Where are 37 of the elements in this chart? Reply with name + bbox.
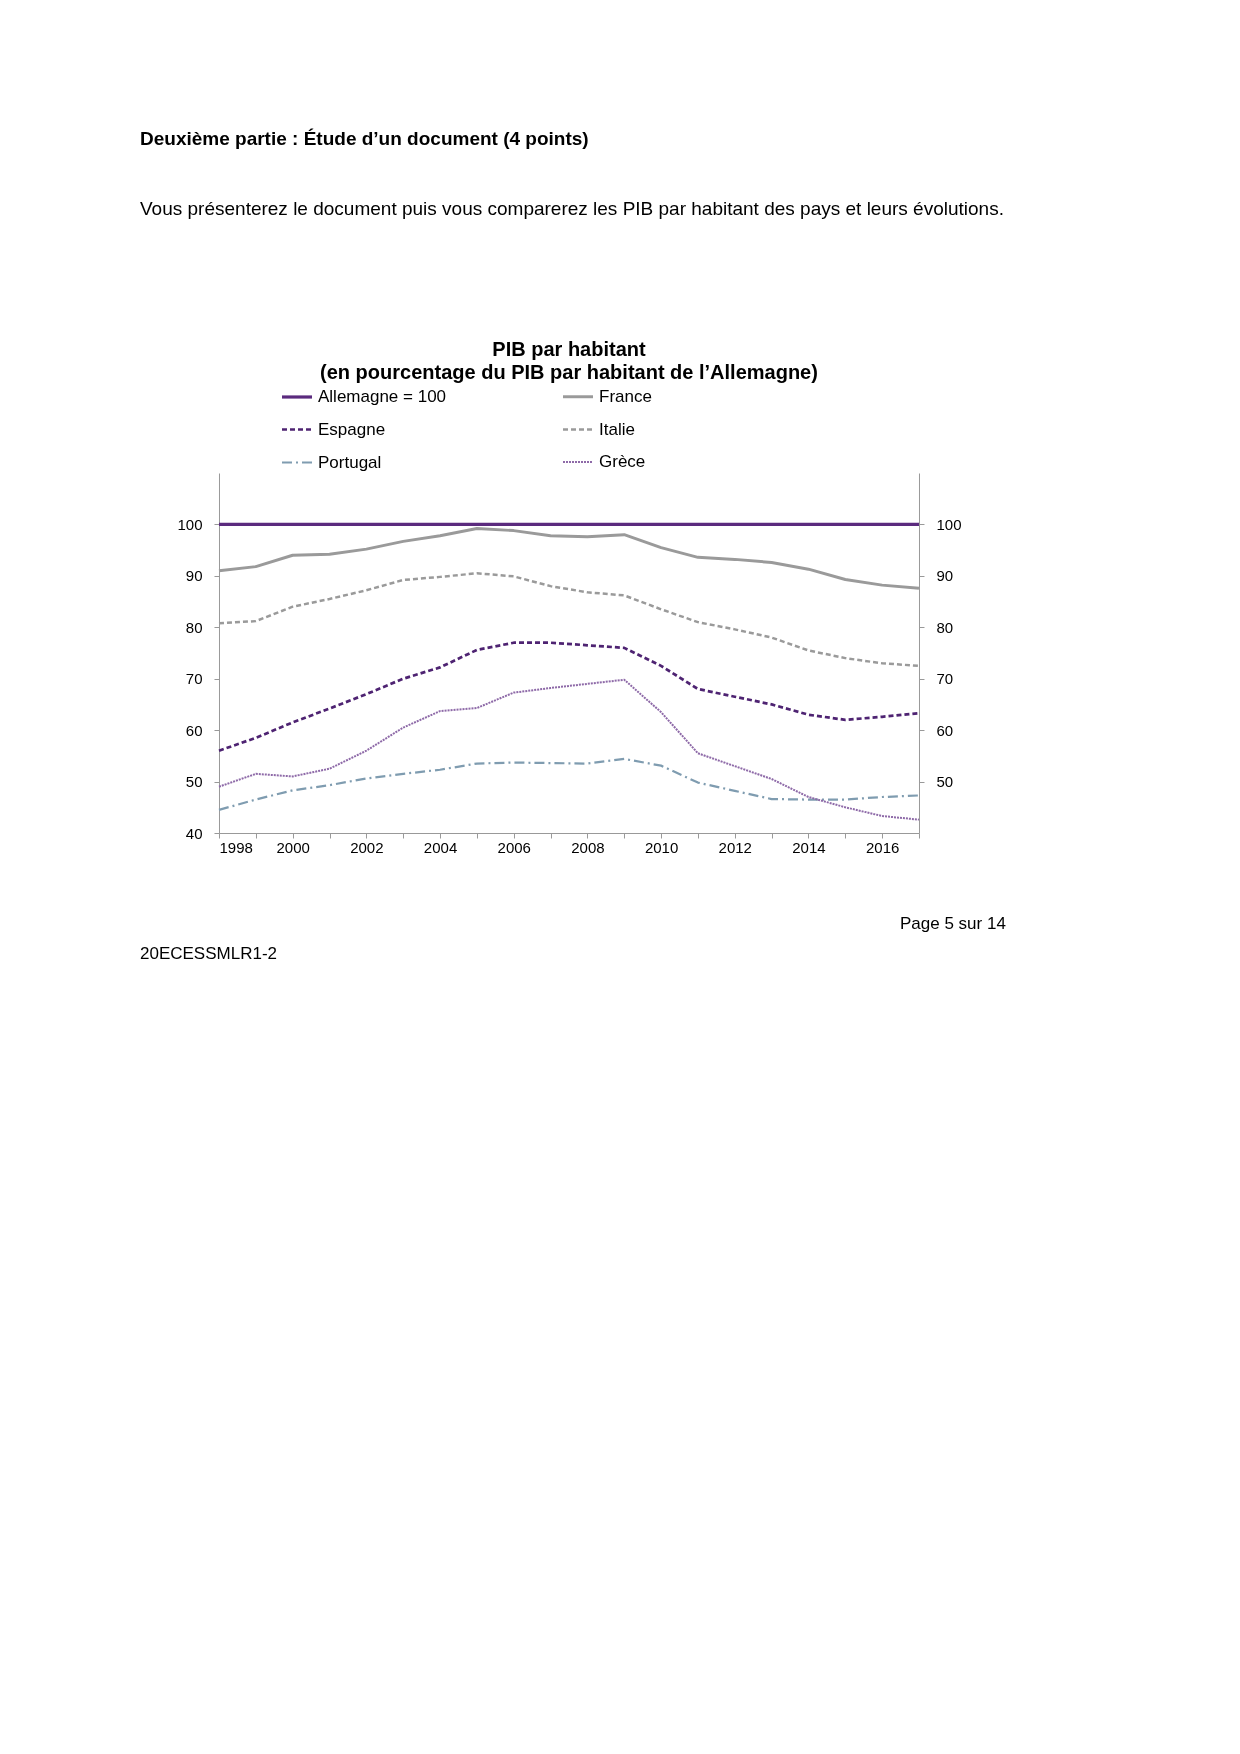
- x-tick-label: 2002: [350, 838, 384, 856]
- x-tick-label: 2000: [276, 838, 310, 856]
- y2-tick-label: 90: [936, 567, 954, 585]
- y-tick-label: 40: [185, 824, 203, 842]
- y2-tick-label: 50: [936, 773, 954, 791]
- chart-title: PIB par habitant: [492, 338, 646, 360]
- chart-subtitle: (en pourcentage du PIB par habitant de l’Allemagne): [320, 361, 818, 383]
- y-tick-label: 100: [177, 515, 203, 533]
- y-tick-label: 90: [185, 567, 203, 585]
- y-tick-label: 80: [185, 618, 203, 636]
- text: Page 5 sur 14: [900, 914, 1006, 933]
- y-tick-label: 60: [185, 721, 203, 739]
- x-tick-label: 2008: [571, 838, 605, 856]
- legend-label: Portugal: [318, 452, 382, 472]
- legend-label: Italie: [599, 419, 635, 439]
- legend-label: Grèce: [599, 452, 646, 471]
- legend-label: France: [599, 386, 652, 406]
- line-series: [217, 678, 920, 821]
- y-tick-label: 70: [185, 670, 203, 688]
- x-tick-label: 1998: [219, 838, 253, 856]
- line-series: [217, 757, 921, 811]
- text: Deuxième partie : Étude d’un document (4 points): [140, 128, 589, 149]
- text: Vous présenterez le document puis vous comparerez les PIB par habitant des pays et leurs évolutions.: [140, 198, 1004, 219]
- legend-label: Allemagne = 100: [318, 387, 447, 406]
- text: 20ECESSMLR1-2: [140, 944, 278, 963]
- y2-tick-label: 70: [936, 670, 954, 688]
- y2-tick-label: 100: [936, 515, 962, 533]
- x-tick-label: 2016: [865, 838, 900, 856]
- x-tick-label: 2006: [497, 838, 531, 856]
- legend-label: Espagne: [318, 419, 386, 439]
- y2-tick-label: 60: [936, 721, 954, 739]
- x-tick-label: 2014: [792, 838, 826, 856]
- y-tick-label: 50: [185, 773, 203, 791]
- x-tick-label: 2004: [423, 838, 458, 856]
- x-tick-label: 2010: [644, 838, 679, 856]
- y2-tick-label: 80: [936, 618, 954, 636]
- x-tick-label: 2012: [718, 838, 752, 856]
